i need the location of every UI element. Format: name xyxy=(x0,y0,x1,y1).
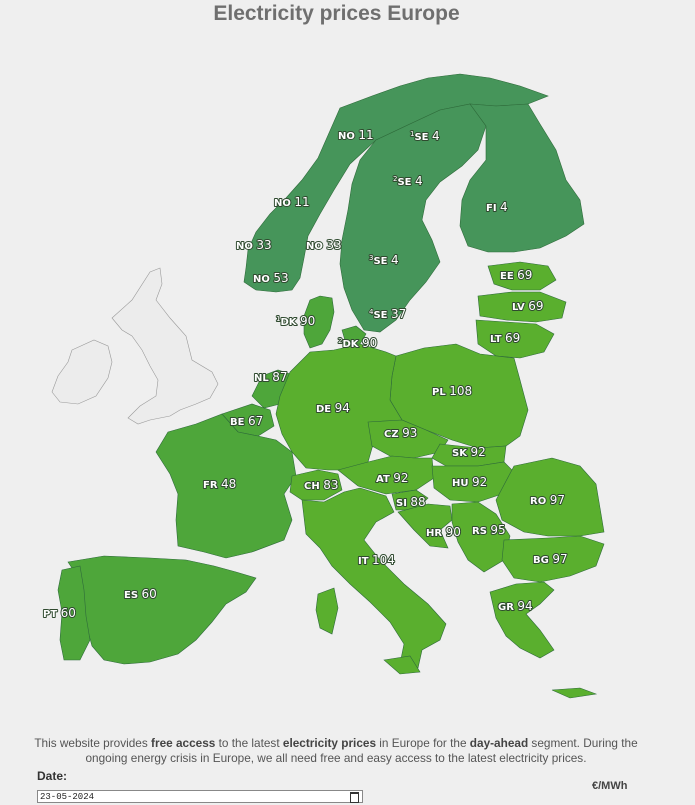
price-label-fi: FI 4 xyxy=(486,200,508,214)
region-dk2[interactable] xyxy=(341,325,367,345)
ireland-shape xyxy=(51,339,113,405)
price-label-rs: RS 95 xyxy=(472,523,506,537)
price-label-no: NO 53 xyxy=(253,271,289,285)
price-label-ch: CH 83 xyxy=(304,478,338,492)
price-label-ee: EE 69 xyxy=(500,268,532,282)
price-label-ro: RO 97 xyxy=(530,493,565,507)
region-it-sicily[interactable] xyxy=(383,655,421,675)
price-label-es: ES 60 xyxy=(124,587,157,601)
intro-text-3: in Europe for the xyxy=(376,736,470,750)
region-gr[interactable] xyxy=(489,581,555,659)
intro-text: This website provides free access to the… xyxy=(30,736,642,766)
date-input[interactable]: 23-05-2024 xyxy=(37,790,363,803)
price-label-nl: NL 87 xyxy=(254,370,288,384)
price-label-no: NO 11 xyxy=(338,128,374,142)
price-label-fr: FR 48 xyxy=(203,477,236,491)
price-label-hr: HR 90 xyxy=(426,525,461,539)
price-labels: NO 11 1SE 4 2SE 4 NO 11 FI 4 NO 33 NO 33 3SE 4 N… xyxy=(42,127,569,621)
region-gr-crete[interactable] xyxy=(551,687,598,699)
price-label-no: NO 11 xyxy=(274,195,310,209)
price-label-at: AT 92 xyxy=(376,471,409,485)
region-ch[interactable] xyxy=(289,469,343,501)
region-it[interactable] xyxy=(301,487,447,669)
price-label-dk1: 1DK 90 xyxy=(276,314,315,328)
date-value: 23-05-2024 xyxy=(40,792,95,802)
region-rs[interactable] xyxy=(451,501,511,573)
region-si[interactable] xyxy=(391,489,429,511)
price-label-sk: SK 92 xyxy=(452,445,486,459)
region-pt[interactable] xyxy=(57,565,91,661)
price-label-gr: GR 94 xyxy=(498,599,533,613)
region-fr[interactable] xyxy=(155,413,297,559)
price-label-se4: 4SE 37 xyxy=(369,307,406,321)
intro-text-1: This website provides xyxy=(34,736,152,750)
price-label-be: BE 67 xyxy=(230,414,263,428)
price-label-bg: BG 97 xyxy=(533,552,568,566)
price-label-se2: 2SE 4 xyxy=(393,174,423,188)
region-no[interactable] xyxy=(243,73,549,293)
price-label-si: SI 88 xyxy=(396,495,426,509)
page-title: Electricity prices Europe xyxy=(213,2,460,25)
region-lv[interactable] xyxy=(477,291,567,323)
intro-bold-day-ahead: day-ahead xyxy=(469,736,529,750)
region-it-sardinia[interactable] xyxy=(315,587,339,635)
intro-bold-free-access: free access xyxy=(151,736,216,750)
price-label-cz: CZ 93 xyxy=(384,426,417,440)
price-label-no: NO 33 xyxy=(236,238,272,252)
region-bg[interactable] xyxy=(501,535,605,583)
region-ro[interactable] xyxy=(495,457,605,537)
intro-bold-electricity-prices: electricity prices xyxy=(282,736,377,750)
price-label-no: NO 33 xyxy=(306,238,342,252)
price-label-se1: 1SE 4 xyxy=(410,129,440,143)
unit-label: €/MWh xyxy=(592,780,628,792)
intro-text-2: to the latest xyxy=(215,736,283,750)
price-label-de: DE 94 xyxy=(316,401,350,415)
region-ee[interactable] xyxy=(487,261,557,291)
uk-shape xyxy=(111,267,219,425)
price-label-dk2: 2DK 90 xyxy=(338,336,377,350)
region-hr[interactable] xyxy=(397,503,453,549)
region-lt[interactable] xyxy=(475,319,555,359)
price-label-pl: PL 108 xyxy=(432,384,472,398)
price-label-lv: LV 69 xyxy=(512,299,544,313)
price-label-hu: HU 92 xyxy=(452,475,487,489)
calendar-icon[interactable] xyxy=(350,792,359,803)
region-dk[interactable] xyxy=(303,295,335,349)
region-fi[interactable] xyxy=(459,103,585,253)
price-label-pt: PT 60 xyxy=(43,606,76,620)
price-label-it: IT 104 xyxy=(358,553,395,567)
price-label-lt: LT 69 xyxy=(490,331,520,345)
date-label: Date: xyxy=(37,769,68,783)
price-label-se3: 3SE 4 xyxy=(369,253,399,267)
region-es[interactable] xyxy=(67,555,257,665)
intro-text-4: segment. During the ongoing energy crisi… xyxy=(85,736,638,765)
